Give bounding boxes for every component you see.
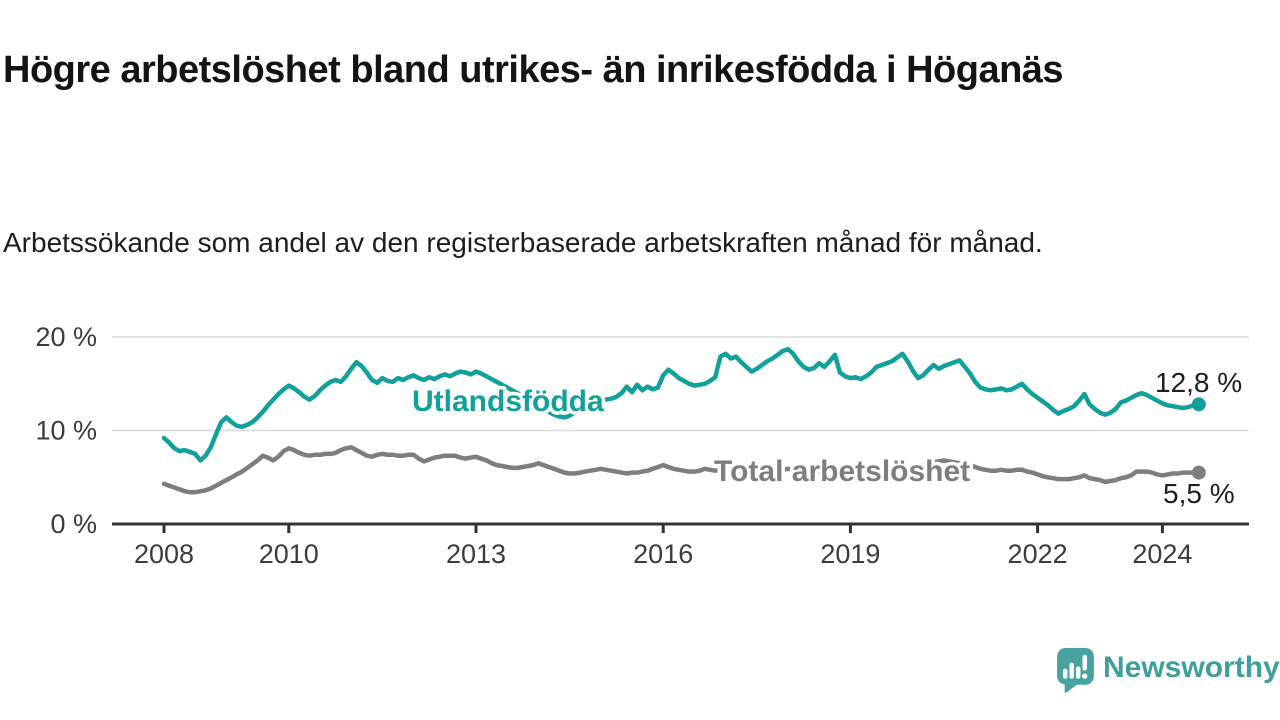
newsworthy-bar-chart-speech-bubble-icon — [1057, 648, 1094, 698]
y-axis-tick-label: 0 % — [50, 509, 97, 539]
x-axis-tick-label: 2024 — [1132, 539, 1192, 569]
newsworthy-logo: Newsworthy — [1057, 648, 1280, 698]
y-axis-tick-label: 10 % — [35, 416, 97, 446]
x-axis-tick-label: 2022 — [1008, 539, 1068, 569]
total-series-label: Total arbetslöshet — [714, 455, 970, 488]
x-axis-tick-label: 2016 — [633, 539, 693, 569]
total-end-dot — [1191, 465, 1206, 480]
x-axis-tick-label: 2010 — [259, 539, 319, 569]
utlandsfodda-end-value-label: 12,8 % — [1155, 367, 1242, 398]
x-axis-tick-label: 2019 — [820, 539, 880, 569]
total-line — [161, 445, 1202, 495]
y-axis-tick-label: 20 % — [35, 322, 97, 352]
x-axis-tick-label: 2008 — [134, 539, 194, 569]
utlandsfodda-series-label: Utlandsfödda — [412, 385, 604, 418]
total-end-value-label: 5,5 % — [1163, 478, 1235, 509]
chart-subtitle: Arbetssökande som andel av den registerb… — [3, 227, 1043, 258]
newsworthy-logo-text: Newsworthy — [1103, 651, 1280, 684]
utlandsfodda-line — [161, 346, 1202, 463]
utlandsfodda-end-dot — [1191, 397, 1206, 412]
page-title: Högre arbetslöshet bland utrikes- än inr… — [3, 49, 1064, 92]
x-axis-tick-label: 2013 — [446, 539, 506, 569]
